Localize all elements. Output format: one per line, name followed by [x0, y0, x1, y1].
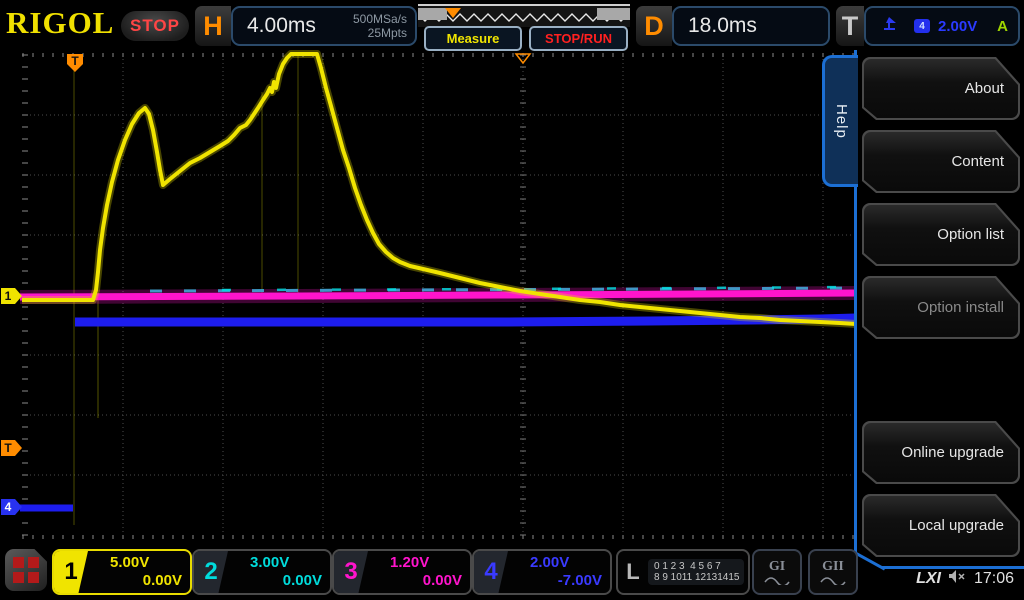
- delay-label: D: [636, 6, 672, 46]
- ch3-trace: [19, 289, 857, 301]
- dc-coupling-icon: [230, 559, 245, 568]
- generator-1-button[interactable]: GI: [752, 549, 802, 595]
- horizontal-label: H: [195, 6, 231, 46]
- menu-border-bottom: [882, 566, 1024, 569]
- menu-button-about[interactable]: About: [862, 57, 1020, 120]
- marker-label: T: [4, 441, 12, 455]
- clock: 17:06: [973, 570, 1014, 587]
- timebase-value: 4.00ms: [247, 14, 316, 37]
- delay-value: 18.0ms: [688, 14, 757, 37]
- stop-run-button[interactable]: STOP/RUN: [529, 26, 628, 51]
- channel-2-offset: 0.00V: [282, 572, 322, 589]
- channel-3-offset: 0.00V: [422, 572, 462, 589]
- dc-coupling-icon: [90, 559, 105, 568]
- menu-border-vertical: [854, 50, 857, 555]
- channel-1-offset: 0.00V: [142, 572, 182, 589]
- menu-button-option-install: Option install: [862, 276, 1020, 339]
- rigol-logo: RIGOL: [6, 5, 115, 40]
- top-marker-delay[interactable]: [514, 53, 532, 65]
- channel-1-box[interactable]: 1 5.00V 0.00V: [52, 549, 192, 595]
- left-marker-T[interactable]: [1, 440, 22, 456]
- trigger-settings-group[interactable]: T 4 2.00V A: [836, 6, 1020, 46]
- sample-rate-memdepth: 500MSa/s 25Mpts: [352, 12, 407, 40]
- channel-2-scale: 3.00V: [250, 554, 290, 571]
- menu-button-option-list[interactable]: Option list: [862, 203, 1020, 266]
- strip-right-block: [597, 8, 630, 20]
- trigger-source-badge: 4: [914, 19, 930, 33]
- channel-2-box[interactable]: 2 3.00V 0.00V: [192, 549, 332, 595]
- menu-button-local-upgrade[interactable]: Local upgrade: [862, 494, 1020, 557]
- memory-position-strip[interactable]: [417, 4, 630, 27]
- help-tab-label: Help: [833, 103, 850, 139]
- speaker-muted-icon: [948, 569, 967, 589]
- left-marker-4[interactable]: [1, 499, 22, 515]
- channel-4-box[interactable]: 4 2.00V -7.00V: [472, 549, 612, 595]
- ch4-trace: [75, 313, 857, 327]
- menu-grid-icon: [13, 557, 39, 583]
- trigger-label: T: [836, 6, 864, 46]
- channel-3-box[interactable]: 3 1.20V 0.00V: [332, 549, 472, 595]
- menu-button-content[interactable]: Content: [862, 130, 1020, 193]
- marker-label: 1: [5, 289, 12, 303]
- marker-label: 4: [5, 500, 12, 514]
- channel-2-number: 2: [194, 551, 228, 593]
- menu-button-online-upgrade[interactable]: Online upgrade: [862, 421, 1020, 484]
- measure-button[interactable]: Measure: [424, 26, 522, 51]
- ch2-trace-noise: [149, 286, 857, 293]
- marker-label: T: [71, 54, 79, 68]
- strip-trigger-marker: [445, 8, 461, 18]
- generator-2-button[interactable]: GII: [808, 549, 858, 595]
- trigger-level-value: 2.00V: [938, 17, 978, 35]
- run-state-badge: STOP: [121, 11, 189, 41]
- trigger-mode: A: [997, 17, 1008, 35]
- horizontal-settings-group[interactable]: H 4.00ms 500MSa/s 25Mpts: [195, 6, 417, 46]
- channel-4-number: 4: [474, 551, 508, 593]
- help-menu-tab[interactable]: Help: [822, 55, 858, 187]
- sine-wave-icon: [764, 577, 790, 585]
- lxi-logo: LXI: [916, 570, 941, 587]
- main-menu-button[interactable]: [5, 549, 47, 591]
- dc-coupling-icon: [510, 559, 525, 568]
- ch1-trace: [22, 52, 857, 326]
- left-marker-1[interactable]: [1, 288, 22, 304]
- ch1-trace-fuzz: [22, 50, 857, 328]
- trigger-edge-icon: [882, 16, 898, 37]
- channel-1-scale: 5.00V: [110, 554, 150, 571]
- dc-coupling-icon: [370, 559, 385, 568]
- channel-4-scale: 2.00V: [530, 554, 570, 571]
- strip-left-block: [418, 8, 447, 20]
- channel-1-number: 1: [54, 551, 88, 593]
- channel-3-number: 3: [334, 551, 368, 593]
- top-marker-T[interactable]: [67, 54, 83, 72]
- channel-4-offset: -7.00V: [557, 572, 602, 589]
- channel-3-scale: 1.20V: [390, 554, 430, 571]
- status-row: LXI 17:06: [916, 569, 1014, 589]
- delay-settings-group[interactable]: D 18.0ms: [636, 6, 830, 46]
- sine-wave-icon: [820, 577, 846, 585]
- waveform-display[interactable]: T 1 T 4: [0, 50, 858, 545]
- logic-analyzer-label: L: [626, 559, 640, 584]
